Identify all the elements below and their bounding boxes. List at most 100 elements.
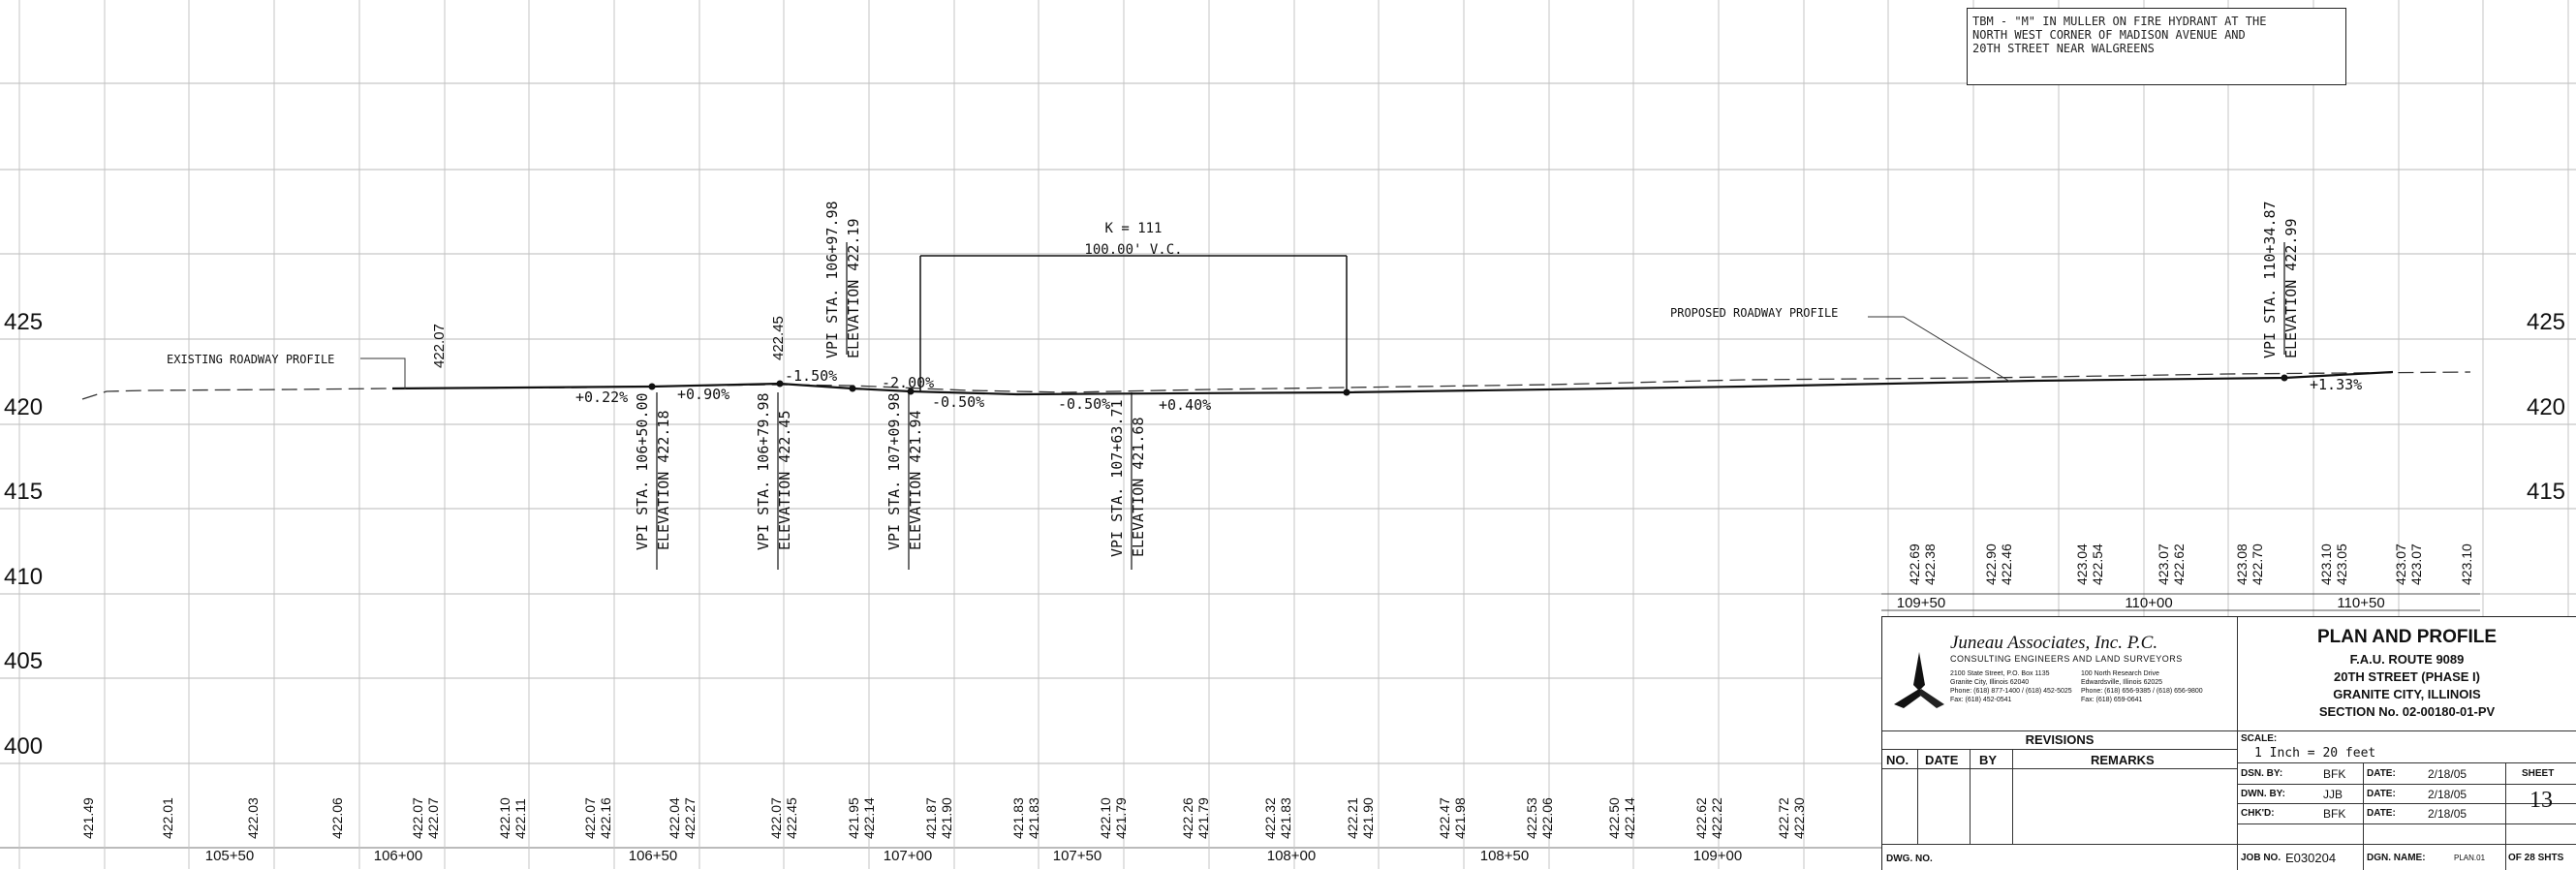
route-label: F.A.U. ROUTE 9089 — [2349, 652, 2465, 667]
firm-address-granite-city: 2100 State Street, P.O. Box 1135 Granite… — [1950, 670, 2072, 703]
of-sheets: OF 28 SHTS — [2508, 853, 2564, 863]
proposed-elevation-value: 421.83 — [1026, 797, 1041, 839]
existing-elevation-value: 422.47 — [1437, 797, 1452, 839]
proposed-elevation-value: 423.05 — [2334, 544, 2349, 585]
revisions-col-remarks: REMARKS — [2091, 753, 2155, 767]
existing-elevation-value: 422.07 — [768, 797, 784, 839]
elevation-label-left: 425 — [4, 309, 43, 335]
existing-elevation-value: 421.87 — [923, 797, 939, 839]
existing-elevation-value: 422.72 — [1776, 797, 1791, 839]
proposed-elevation-value: 422.54 — [2090, 544, 2105, 585]
proposed-elevation-value: 421.98 — [1452, 797, 1468, 839]
sheet-label: SHEET — [2522, 768, 2555, 779]
elevation-label-right: 420 — [2527, 394, 2565, 420]
job-no-label: JOB NO. — [2241, 853, 2281, 863]
dwn-date-value: 2/18/05 — [2428, 788, 2467, 801]
firm-subtitle: CONSULTING ENGINEERS AND LAND SURVEYORS — [1950, 654, 2183, 664]
roadway-profiles — [81, 255, 2471, 400]
firm-address-edwardsville: 100 North Research Drive Edwardsville, I… — [2081, 670, 2203, 703]
elevation-label-left: 415 — [4, 479, 43, 505]
proposed-elevation-value: 421.79 — [1195, 797, 1211, 839]
firm-logo — [1894, 652, 1944, 708]
proposed-elevation-value: 422.16 — [598, 797, 613, 839]
vpi-elevation-label: ELEVATION 422.19 — [845, 219, 862, 359]
existing-elevation-value: 422.53 — [1524, 797, 1539, 839]
chkd-value: BFK — [2323, 807, 2346, 821]
elevation-label-right: 415 — [2527, 479, 2565, 505]
elevation-label-left: 405 — [4, 648, 43, 674]
proposed-elevation-value: 423.07 — [2408, 544, 2424, 585]
proposed-elevation-value: 422.70 — [2250, 544, 2265, 585]
proposed-elevation-value: 422.62 — [2171, 544, 2187, 585]
revisions-col-date: DATE — [1925, 753, 1959, 767]
vpi-elevation-label: ELEVATION 422.18 — [655, 411, 672, 551]
upper-station-label: 109+50 — [1897, 595, 1945, 611]
station-label: 107+50 — [1053, 848, 1102, 864]
firm-info: Juneau Associates, Inc. P.C. CONSULTING … — [1882, 617, 2237, 730]
dwn-by-value: JJB — [2323, 788, 2343, 801]
proposed-elevation-value: 422.07 — [425, 797, 441, 839]
spot-elevation: 422.07 — [431, 324, 448, 368]
proposed-elevation-value: 421.90 — [939, 797, 954, 839]
grade-label: -2.00% — [882, 374, 934, 391]
proposed-elevation-value: 422.30 — [1791, 797, 1807, 839]
elevation-label-left: 400 — [4, 733, 43, 760]
station-label: 106+50 — [629, 848, 677, 864]
existing-elevation-value: 422.03 — [245, 797, 261, 839]
tbm-note-box: TBM - "M" IN MULLER ON FIRE HYDRANT AT T… — [1967, 8, 2346, 85]
existing-elevation-value: 423.10 — [2318, 544, 2334, 585]
leader-lines — [360, 316, 2011, 389]
vpi-elevation-label: ELEVATION 421.94 — [907, 411, 924, 551]
vpi-station-label: VPI STA. 106+50.00 — [634, 392, 651, 550]
section-number: SECTION No. 02-00180-01-PV — [2318, 704, 2496, 719]
station-label: 107+00 — [884, 848, 932, 864]
vpi-station-label: VPI STA. 107+63.71 — [1108, 399, 1126, 557]
vpi-station-label: VPI STA. 110+34.87 — [2261, 201, 2279, 358]
vertical-curve-label: 100.00' V.C. — [1084, 242, 1182, 258]
proposed-elevation-value: 422.46 — [1999, 544, 2014, 585]
proposed-elevation-value: 422.38 — [1922, 544, 1938, 585]
station-label: 105+50 — [205, 848, 254, 864]
dsn-date-label: DATE: — [2367, 768, 2396, 779]
scale-value: 1 Inch = 20 feet — [2254, 746, 2376, 761]
grade-label: -0.50% — [932, 393, 984, 411]
grade-label: +0.40% — [1159, 396, 1211, 414]
vpi-elevation-label: ELEVATION 421.68 — [1130, 418, 1147, 558]
revisions-col-no: NO. — [1886, 753, 1909, 767]
station-label: 106+00 — [374, 848, 422, 864]
chk-date-value: 2/18/05 — [2428, 807, 2467, 821]
scale-label: SCALE: — [2241, 733, 2278, 744]
dwn-date-label: DATE: — [2367, 789, 2396, 799]
existing-elevation-value: 423.10 — [2459, 544, 2474, 585]
elevation-label-left: 410 — [4, 564, 43, 590]
proposed-elevation-value: 422.11 — [512, 798, 528, 839]
dgn-name-value: PLAN.01 — [2454, 854, 2486, 862]
proposed-elevation-value: 421.79 — [1113, 797, 1129, 839]
drawing-title: PLAN AND PROFILE — [2316, 627, 2498, 647]
dsn-by-value: BFK — [2323, 767, 2346, 781]
existing-elevation-value: 422.69 — [1907, 544, 1922, 585]
vpi-station-label: VPI STA. 107+09.98 — [885, 392, 903, 550]
existing-elevation-value: 422.50 — [1606, 797, 1622, 839]
existing-elevation-value: 423.07 — [2393, 544, 2408, 585]
proposed-elevation-value: 421.90 — [1360, 797, 1376, 839]
existing-elevation-value: 422.26 — [1180, 797, 1195, 839]
proposed-elevation-value: 422.06 — [1539, 797, 1555, 839]
grade-label: +0.90% — [677, 386, 729, 403]
existing-elevation-value: 422.32 — [1262, 797, 1278, 839]
existing-elevation-value: 423.04 — [2074, 544, 2090, 585]
proposed-elevation-value: 422.27 — [682, 797, 698, 839]
sheet-number: 13 — [2529, 788, 2553, 813]
chkd-label: CHK'D: — [2241, 808, 2275, 819]
proposed-elevation-value: 422.45 — [784, 797, 799, 839]
existing-elevation-value: 422.04 — [667, 797, 682, 839]
existing-elevation-value: 421.83 — [1010, 797, 1026, 839]
street-label: 20TH STREET (PHASE I) — [2334, 669, 2480, 684]
grade-label: +1.33% — [2310, 376, 2362, 393]
station-label: 108+00 — [1267, 848, 1316, 864]
existing-elevation-value: 421.49 — [80, 797, 96, 839]
k-value-label: K = 111 — [1104, 221, 1162, 236]
upper-station-label: 110+50 — [2337, 595, 2384, 611]
existing-profile-label: EXISTING ROADWAY PROFILE — [167, 353, 334, 366]
